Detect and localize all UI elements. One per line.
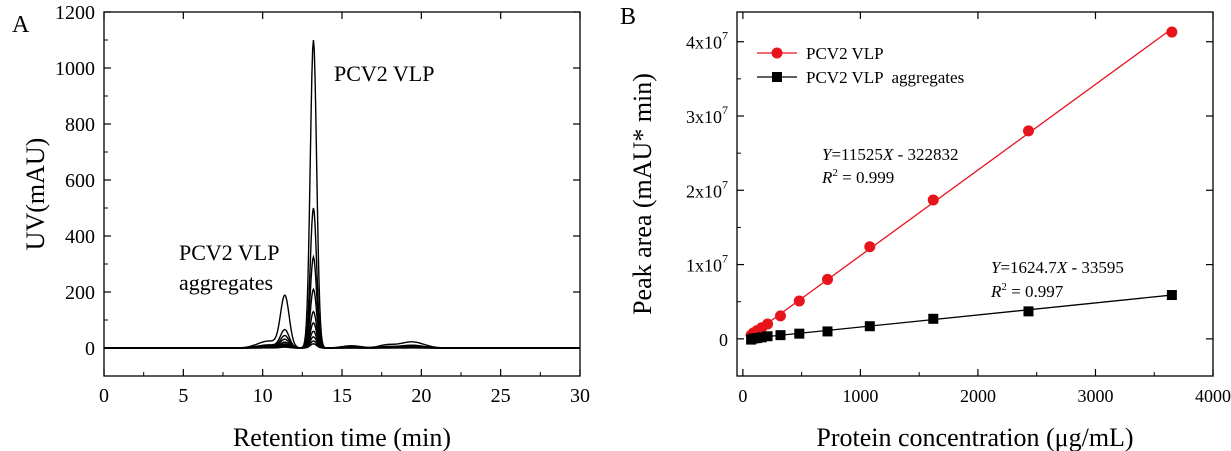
a-x-tick-label: 10 <box>253 385 273 407</box>
b-x-tick-label: 0 <box>738 386 747 406</box>
aggregates-annotation-line2: aggregates <box>179 270 273 295</box>
a-y-tick-label: 800 <box>65 114 95 136</box>
legend-marker-aggregates <box>772 72 782 82</box>
vlp-fit-line <box>750 28 1173 336</box>
a-y-tick-label: 600 <box>65 170 95 192</box>
svg-text:Y=1624.7X - 33595: Y=1624.7X - 33595 <box>991 258 1124 277</box>
equation-vlp-r2-label: R <box>821 168 833 187</box>
b-y-tick-label: 2x107 <box>686 177 728 201</box>
b-y-tick-label: 3x107 <box>686 103 728 127</box>
equation-vlp-x: X <box>882 145 894 164</box>
equation-agg-rhs-a: =1624.7 <box>1000 258 1057 277</box>
a-trace-line <box>104 343 580 349</box>
equation-agg-r2-value: = 0.997 <box>1007 282 1064 301</box>
vlp-data-point <box>927 194 939 206</box>
a-trace-line <box>104 287 580 349</box>
legend-label-aggregates: PCV2 VLP aggregates <box>806 68 964 87</box>
a-y-tick-label: 400 <box>65 226 95 248</box>
equation-vlp-r2-value: = 0.999 <box>838 168 894 187</box>
a-x-tick-label: 25 <box>491 385 511 407</box>
vlp-data-point <box>1166 26 1178 38</box>
svg-text:R2 = 0.997: R2 = 0.997 <box>990 281 1064 301</box>
aggregates-data-point <box>756 332 767 343</box>
equation-aggregates: Y=1624.7X - 33595 R2 = 0.997 <box>990 258 1124 301</box>
vlp-data-point <box>793 295 805 307</box>
vlp-data-point <box>762 318 774 330</box>
panel-a-x-axis-title: Retention time (min) <box>233 423 451 451</box>
a-trace-line <box>104 207 580 349</box>
aggregates-data-point <box>928 313 939 324</box>
panel-b-y-axis-title: Peak area (mAU* min) <box>628 73 657 315</box>
aggregates-data-point <box>822 326 833 337</box>
panel-a-ticks: 0 5 10 15 20 25 30 0 200 400 600 800 1000 1200 <box>55 2 590 407</box>
equation-agg-r2-label: R <box>990 282 1002 301</box>
equation-agg-rhs-b: - 33595 <box>1067 258 1124 277</box>
a-trace-line <box>104 254 580 349</box>
a-trace-line <box>104 39 580 349</box>
a-trace-line <box>104 321 580 349</box>
aggregates-data-point <box>864 321 875 332</box>
b-y-tick-label: 1x107 <box>686 252 728 276</box>
a-x-tick-label: 0 <box>99 385 109 407</box>
aggregates-data-point <box>1166 290 1177 301</box>
aggregates-data-point <box>1023 306 1034 317</box>
b-x-tick-label: 2000 <box>960 386 996 406</box>
b-x-tick-label: 4000 <box>1195 386 1231 406</box>
equation-vlp-y: Y <box>822 145 833 164</box>
a-y-tick-label: 200 <box>65 282 95 304</box>
panel-a-chart: 0 5 10 15 20 25 30 0 200 400 600 800 1000 1200 Retent… <box>21 2 590 451</box>
panel-b-ticks: 0 1000 2000 3000 4000 0 1x107 2x107 3x107 4x107 <box>686 12 1231 406</box>
a-y-tick-label: 1200 <box>55 2 95 24</box>
panel-b-chart: 0 1000 2000 3000 4000 0 1x107 2x107 3x107 4x107 P… <box>628 11 1231 451</box>
a-x-tick-label: 30 <box>570 385 590 407</box>
equation-agg-r2-exp: 2 <box>1001 281 1007 293</box>
vlp-peak-annotation: PCV2 VLP <box>334 61 434 86</box>
panel-b-series <box>745 26 1178 345</box>
equation-vlp-r2-exp: 2 <box>832 167 838 179</box>
equation-agg-y: Y <box>991 258 1002 277</box>
aggregates-fit-line <box>751 294 1172 339</box>
equation-vlp-rhs-a: =11525 <box>831 145 882 164</box>
a-x-tick-label: 15 <box>332 385 352 407</box>
panel-a-y-axis-title: UV(mAU) <box>21 138 50 251</box>
b-x-tick-label: 3000 <box>1077 386 1113 406</box>
legend-label-vlp: PCV2 VLP <box>806 44 884 63</box>
panel-b-x-axis-title: Protein concentration (μg/mL) <box>816 423 1133 451</box>
b-x-tick-label: 1000 <box>842 386 878 406</box>
a-x-tick-label: 5 <box>178 385 188 407</box>
equation-vlp-rhs-b: - 322832 <box>893 145 958 164</box>
a-trace-line <box>104 330 580 349</box>
equation-agg-x: X <box>1056 258 1068 277</box>
legend-marker-vlp <box>771 47 783 59</box>
a-x-tick-label: 20 <box>411 385 431 407</box>
aggregates-data-point <box>762 331 773 342</box>
a-trace-line <box>104 310 580 349</box>
vlp-data-point <box>864 241 876 253</box>
aggregates-data-point <box>794 328 805 339</box>
b-y-tick-label: 4x107 <box>686 29 728 53</box>
svg-text:R2 = 0.999: R2 = 0.999 <box>821 167 894 187</box>
panel-a-letter: A <box>12 12 30 38</box>
svg-text:Y=11525X - 322832: Y=11525X - 322832 <box>822 145 959 164</box>
vlp-data-point <box>1022 125 1034 137</box>
a-y-tick-label: 1000 <box>55 58 95 80</box>
equation-vlp: Y=11525X - 322832 R2 = 0.999 <box>821 145 959 187</box>
aggregates-data-point <box>775 330 786 341</box>
legend: PCV2 VLP PCV2 VLP aggregates <box>757 44 964 87</box>
aggregates-annotation-line1: PCV2 VLP <box>179 240 279 265</box>
panel-b-letter: B <box>620 4 636 30</box>
vlp-data-point <box>821 273 833 285</box>
panel-b-frame <box>736 11 1214 377</box>
b-y-tick-label: 0 <box>719 330 728 350</box>
vlp-data-point <box>774 310 786 322</box>
a-y-tick-label: 0 <box>85 338 95 360</box>
panel-a-traces <box>104 39 580 349</box>
